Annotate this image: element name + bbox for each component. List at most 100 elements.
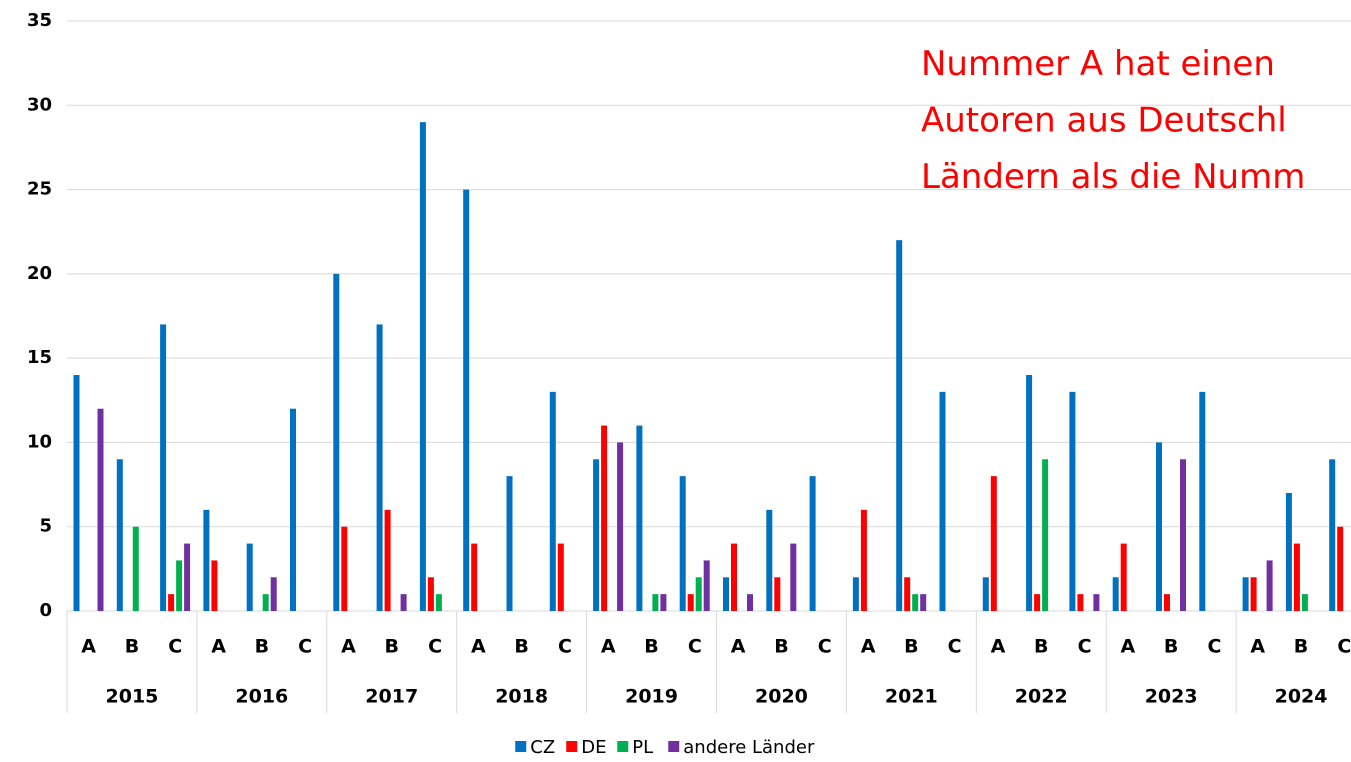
bar — [557, 543, 564, 611]
group-label: 2022 — [1015, 686, 1068, 708]
x-tick-label: B — [255, 636, 269, 658]
group-label: 2021 — [885, 686, 938, 708]
bar — [1034, 594, 1041, 611]
bar — [1156, 442, 1162, 611]
x-tick-label: B — [904, 636, 918, 658]
bar — [341, 526, 348, 611]
y-tick-label: 35 — [27, 10, 52, 31]
x-tick-label: A — [861, 636, 876, 658]
bar — [160, 324, 167, 611]
x-tick-label: C — [428, 636, 442, 658]
legend-swatch — [515, 741, 527, 752]
bar — [601, 425, 608, 611]
x-tick-label: C — [818, 636, 832, 658]
bar — [506, 476, 513, 611]
bar — [333, 273, 340, 611]
group-label: 2023 — [1145, 686, 1198, 708]
x-tick-label: A — [731, 636, 746, 658]
x-tick-label: C — [688, 636, 702, 658]
bar — [1077, 594, 1084, 611]
x-tick-label: A — [991, 636, 1006, 658]
bar — [1112, 577, 1119, 611]
bar — [790, 543, 797, 611]
bar — [703, 560, 710, 611]
x-tick-label: C — [298, 636, 312, 658]
x-tick-label: C — [1337, 636, 1351, 658]
bar — [766, 509, 773, 611]
annotation: Ländern als die Numm — [921, 157, 1305, 197]
bar — [1242, 577, 1249, 611]
bar — [1293, 543, 1300, 611]
bar — [384, 509, 391, 611]
bar — [290, 408, 296, 611]
y-tick-label: 30 — [27, 94, 52, 115]
annotation: Autoren aus Deutschl — [921, 101, 1287, 141]
group-label: 2017 — [365, 686, 418, 708]
bar — [176, 560, 183, 611]
bar — [211, 560, 218, 611]
bar — [747, 594, 753, 611]
y-tick-label: 10 — [27, 431, 52, 452]
x-tick-label: B — [385, 636, 399, 658]
bar — [1069, 391, 1076, 611]
x-tick-label: A — [211, 636, 226, 658]
bar — [617, 442, 624, 611]
bar — [427, 577, 434, 611]
bar — [1042, 459, 1049, 611]
bar — [471, 543, 478, 611]
x-tick-label: C — [168, 636, 182, 658]
bar — [419, 122, 426, 612]
bar — [1337, 526, 1344, 611]
legend-label: DE — [581, 737, 606, 758]
group-label: 2015 — [106, 686, 159, 708]
y-tick-label: 0 — [39, 600, 52, 621]
y-tick-label: 20 — [27, 263, 52, 284]
bar — [132, 526, 139, 611]
x-tick-label: C — [1078, 636, 1092, 658]
x-tick-label: B — [514, 636, 528, 658]
group-label: 2024 — [1275, 686, 1328, 708]
x-tick-label: C — [558, 636, 572, 658]
bar — [73, 375, 80, 611]
bar — [549, 391, 556, 611]
bar — [731, 543, 737, 611]
bar — [270, 577, 277, 611]
x-tick-label: B — [644, 636, 658, 658]
bar — [435, 594, 442, 611]
bar — [1199, 391, 1206, 611]
x-tick-label: A — [81, 636, 96, 658]
bar — [860, 509, 867, 611]
legend-swatch — [668, 741, 680, 752]
x-tick-label: B — [1164, 636, 1178, 658]
bar — [246, 543, 253, 611]
bar — [463, 189, 470, 612]
bar — [400, 594, 407, 611]
bar — [695, 577, 702, 611]
x-tick-label: B — [1034, 636, 1048, 658]
bar — [184, 543, 191, 611]
bar — [97, 408, 104, 611]
group-label: 2018 — [495, 686, 548, 708]
bar — [723, 577, 729, 611]
bar — [904, 577, 911, 611]
bar — [687, 594, 694, 611]
bar — [203, 509, 210, 611]
x-tick-label: B — [125, 636, 139, 658]
x-tick-label: B — [774, 636, 788, 658]
bar — [1093, 594, 1100, 611]
bar — [116, 459, 123, 611]
legend-label: PL — [632, 737, 653, 758]
group-label: 2016 — [235, 686, 288, 708]
group-label: 2020 — [755, 686, 808, 708]
bar — [660, 594, 667, 611]
group-label: 2019 — [625, 686, 678, 708]
bar — [1285, 493, 1292, 611]
bar — [774, 577, 781, 611]
x-tick-label: A — [471, 636, 486, 658]
bar — [652, 594, 659, 611]
legend-swatch — [617, 741, 629, 752]
bar — [636, 425, 643, 611]
bar — [168, 594, 175, 611]
bar — [852, 577, 859, 611]
